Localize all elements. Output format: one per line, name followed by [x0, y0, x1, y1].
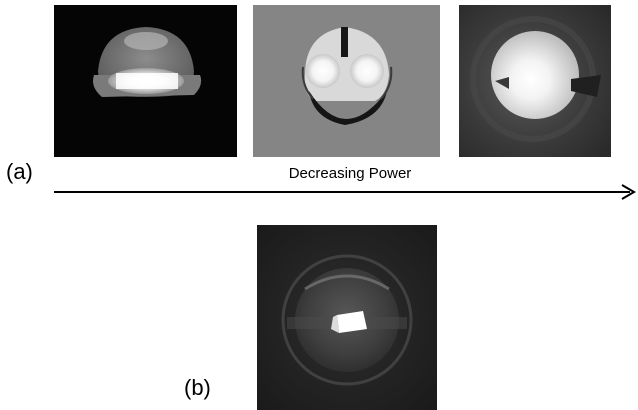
droplet-detail-image: [257, 225, 437, 410]
decreasing-power-arrow: [50, 182, 638, 202]
medium-power-droplet-image: [253, 5, 440, 157]
arrow-caption: Decreasing Power: [288, 165, 412, 182]
panel-a-label: (a): [6, 159, 33, 184]
high-power-droplet-image: [54, 5, 237, 157]
panel-b-label: (b): [184, 375, 211, 400]
low-power-droplet-image: [459, 5, 611, 157]
